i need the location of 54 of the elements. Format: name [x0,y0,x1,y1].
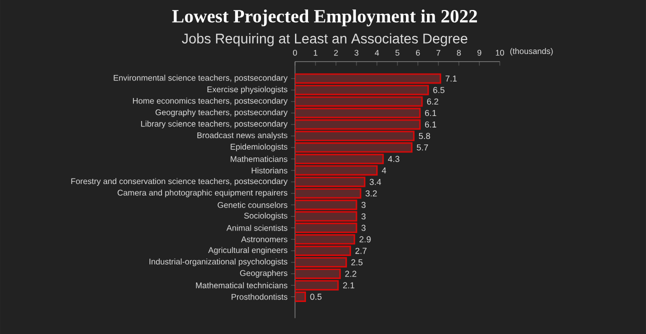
x-tick-label: 9 [477,50,482,56]
x-tick-label: 3 [354,50,358,56]
x-axis-title: (thousands) [510,48,553,56]
x-tick-label: 2 [334,50,338,56]
data-label: 3 [361,202,366,208]
y-tick-label: Geography teachers, postsecondary [156,109,288,117]
x-tick-label: 6 [416,50,420,56]
y-tick-label: Agricultural engineers [208,246,288,255]
data-label: 2.1 [343,282,354,288]
y-tick-label: Broadcast news analysts [197,132,288,140]
data-label: 5.7 [416,144,428,150]
data-label: 2.2 [345,270,356,277]
x-tick-label: 4 [374,50,379,56]
x-tick-label: 5 [395,50,400,56]
y-tick-label: Animal scientists [226,224,288,231]
chart-subtitle: Jobs Requiring at Least an Associates Degree [182,33,468,46]
y-tick-label: Home economics teachers, postsecondary [133,98,288,106]
y-tick-label: Library science teachers, postsecondary [141,120,288,128]
data-label: 3.2 [366,190,377,196]
y-tick-label: Mathematicians [230,156,288,162]
y-tick-label: Environmental science teachers, postsecondary [114,74,288,82]
data-label: 6.1 [425,121,436,128]
x-tick-label: 8 [456,50,461,56]
y-tick-label: Mathematical technicians [196,282,288,288]
x-tick-label: 7 [436,50,440,56]
chart-title: Lowest Projected Employment in 2022 [172,9,477,26]
data-label: 2.9 [360,236,371,242]
data-label: 2.7 [355,248,367,254]
data-label: 0.5 [310,294,322,300]
y-tick-label: Industrial-organizational psychologists [150,258,288,266]
data-label: 3 [361,213,366,220]
data-label: 3 [361,224,366,231]
x-tick-label: 10 [496,50,504,56]
y-tick-label: Forestry and conservation science teachers, postsecondary [71,178,288,186]
data-label: 7.1 [446,76,457,82]
x-tick-label: 0 [293,50,297,56]
y-tick-label: Geographers [240,270,288,278]
y-tick-label: Epidemiologists [230,144,288,152]
y-tick-label: Exercise physiologists [207,86,288,94]
y-tick-label: Prosthodontists [232,294,288,300]
data-label: 2.5 [351,259,363,266]
y-tick-label: Astronomers [241,236,288,242]
data-label: 5.8 [418,132,430,139]
y-tick-label: Sociologists [244,212,288,220]
data-label: 4.3 [388,156,400,162]
y-tick-label: Camera and photographic equipment repairers [118,190,288,198]
x-tick-label: 1 [314,50,318,56]
data-label: 6.1 [425,110,436,116]
data-label: 6.5 [433,86,444,94]
data-label: 4 [382,167,386,174]
data-label: 6.2 [427,98,438,105]
y-tick-label: Historians [252,167,288,174]
y-tick-label: Genetic counselors [218,202,288,208]
data-label: 3.4 [370,178,382,185]
